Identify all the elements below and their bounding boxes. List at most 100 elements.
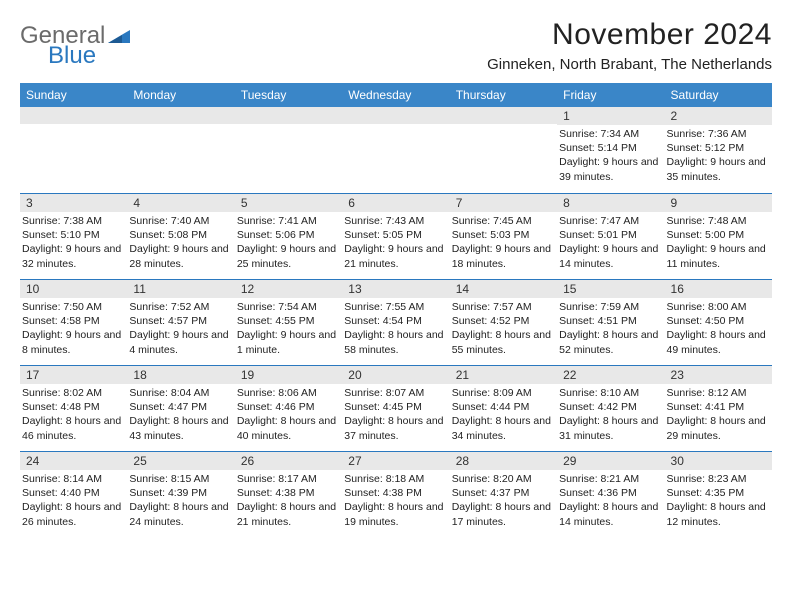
sunset-line: Sunset: 4:38 PM xyxy=(237,487,315,499)
daylight-line: Daylight: 8 hours and 26 minutes. xyxy=(22,501,121,527)
sunrise-line: Sunrise: 8:00 AM xyxy=(667,301,747,313)
sunrise-line: Sunrise: 8:10 AM xyxy=(559,387,639,399)
day-details: Sunrise: 8:17 AMSunset: 4:38 PMDaylight:… xyxy=(235,470,342,533)
day-details: Sunrise: 8:10 AM Sunset: 4:42 PM Daylight:… xyxy=(557,384,664,447)
calendar-table: SundayMondayTuesdayWednesdayThursdayFrid… xyxy=(20,83,772,537)
day-details: Sunrise: 7:47 AMSunset: 5:01 PMDaylight:… xyxy=(557,212,664,275)
day-details: Sunrise: 8:14 AMSunset: 4:40 PMDaylight:… xyxy=(20,470,127,533)
daylight-line: Daylight: 9 hours and 14 minutes. xyxy=(559,243,658,269)
day-cell xyxy=(127,107,234,193)
day-details: Sunrise: 7:41 AMSunset: 5:06 PMDaylight:… xyxy=(235,212,342,275)
day-cell: 23 Sunrise: 8:12 AM Sunset: 4:41 PM Dayligh… xyxy=(665,365,772,451)
day-number: 7 xyxy=(450,193,557,212)
day-number: 13 xyxy=(342,279,449,298)
sunset-line: Sunset: 4:46 PM xyxy=(237,401,315,413)
dow-sunday: Sunday xyxy=(20,83,127,107)
week-row: 1Sunrise: 7:34 AMSunset: 5:14 PMDaylight… xyxy=(20,107,772,193)
day-number: 23 xyxy=(665,365,772,384)
day-number: 5 xyxy=(235,193,342,212)
day-details: Sunrise: 7:34 AMSunset: 5:14 PMDaylight:… xyxy=(557,125,664,188)
day-details: Sunrise: 8:04 AMSunset: 4:47 PMDaylight:… xyxy=(127,384,234,447)
day-cell: 28Sunrise: 8:20 AMSunset: 4:37 PMDayligh… xyxy=(450,451,557,537)
daylight-line: Daylight: 9 hours and 25 minutes. xyxy=(237,243,336,269)
daylight-line: Daylight: 8 hours and 58 minutes. xyxy=(344,329,443,355)
sunrise-line: Sunrise: 7:43 AM xyxy=(344,215,424,227)
day-number: 22 xyxy=(557,365,664,384)
daylight-line: Daylight: 9 hours and 8 minutes. xyxy=(22,329,121,355)
day-cell: 17Sunrise: 8:02 AMSunset: 4:48 PMDayligh… xyxy=(20,365,127,451)
day-cell: 22 Sunrise: 8:10 AM Sunset: 4:42 PM Dayligh… xyxy=(557,365,664,451)
sunrise-line: Sunrise: 7:45 AM xyxy=(452,215,532,227)
sunrise-line: Sunrise: 8:21 AM xyxy=(559,473,639,485)
day-cell: 26Sunrise: 8:17 AMSunset: 4:38 PMDayligh… xyxy=(235,451,342,537)
sunset-line: Sunset: 4:57 PM xyxy=(129,315,207,327)
header: General Blue November 2024 Ginneken, Nor… xyxy=(20,18,772,73)
sunset-line: Sunset: 4:40 PM xyxy=(22,487,100,499)
day-cell: 14Sunrise: 7:57 AMSunset: 4:52 PMDayligh… xyxy=(450,279,557,365)
sunrise-line: Sunrise: 8:12 AM xyxy=(667,387,747,399)
daylight-line: Daylight: 9 hours and 11 minutes. xyxy=(667,243,766,269)
day-cell: 8Sunrise: 7:47 AMSunset: 5:01 PMDaylight… xyxy=(557,193,664,279)
sunset-line: Sunset: 5:08 PM xyxy=(129,229,207,241)
daylight-line: Daylight: 8 hours and 37 minutes. xyxy=(344,415,443,441)
day-details: Sunrise: 8:15 AMSunset: 4:39 PMDaylight:… xyxy=(127,470,234,533)
sunrise-line: Sunrise: 7:57 AM xyxy=(452,301,532,313)
sunrise-line: Sunrise: 7:41 AM xyxy=(237,215,317,227)
sunset-line: Sunset: 4:45 PM xyxy=(344,401,422,413)
day-cell: 15Sunrise: 7:59 AMSunset: 4:51 PMDayligh… xyxy=(557,279,664,365)
daylight-line: Daylight: 8 hours and 29 minutes. xyxy=(667,415,766,441)
sunrise-line: Sunrise: 8:18 AM xyxy=(344,473,424,485)
dow-thursday: Thursday xyxy=(450,83,557,107)
day-details: Sunrise: 8:20 AMSunset: 4:37 PMDaylight:… xyxy=(450,470,557,533)
daylight-line: Daylight: 9 hours and 35 minutes. xyxy=(667,156,766,182)
daylight-line: Daylight: 9 hours and 4 minutes. xyxy=(129,329,228,355)
daylight-line: Daylight: 9 hours and 32 minutes. xyxy=(22,243,121,269)
day-cell: 11Sunrise: 7:52 AMSunset: 4:57 PMDayligh… xyxy=(127,279,234,365)
daylight-line: Daylight: 9 hours and 21 minutes. xyxy=(344,243,443,269)
sunrise-line: Sunrise: 7:52 AM xyxy=(129,301,209,313)
day-cell: 2Sunrise: 7:36 AMSunset: 5:12 PMDaylight… xyxy=(665,107,772,193)
day-cell: 29Sunrise: 8:21 AMSunset: 4:36 PMDayligh… xyxy=(557,451,664,537)
sunrise-line: Sunrise: 8:23 AM xyxy=(667,473,747,485)
day-cell xyxy=(342,107,449,193)
day-details: Sunrise: 7:45 AMSunset: 5:03 PMDaylight:… xyxy=(450,212,557,275)
day-cell: 18Sunrise: 8:04 AMSunset: 4:47 PMDayligh… xyxy=(127,365,234,451)
day-number: 14 xyxy=(450,279,557,298)
daylight-line: Daylight: 8 hours and 52 minutes. xyxy=(559,329,658,355)
day-details: Sunrise: 8:06 AMSunset: 4:46 PMDaylight:… xyxy=(235,384,342,447)
day-details: Sunrise: 8:21 AMSunset: 4:36 PMDaylight:… xyxy=(557,470,664,533)
day-details: Sunrise: 7:43 AMSunset: 5:05 PMDaylight:… xyxy=(342,212,449,275)
day-number: 18 xyxy=(127,365,234,384)
day-number: 2 xyxy=(665,107,772,125)
logo-word2: Blue xyxy=(20,44,130,68)
sunset-line: Sunset: 4:55 PM xyxy=(237,315,315,327)
day-details: Sunrise: 7:57 AMSunset: 4:52 PMDaylight:… xyxy=(450,298,557,361)
day-number: 3 xyxy=(20,193,127,212)
sunrise-line: Sunrise: 7:40 AM xyxy=(129,215,209,227)
day-cell: 6Sunrise: 7:43 AMSunset: 5:05 PMDaylight… xyxy=(342,193,449,279)
day-cell: 10Sunrise: 7:50 AMSunset: 4:58 PMDayligh… xyxy=(20,279,127,365)
week-row: 24Sunrise: 8:14 AMSunset: 4:40 PMDayligh… xyxy=(20,451,772,537)
daylight-line: Daylight: 8 hours and 43 minutes. xyxy=(129,415,228,441)
dow-saturday: Saturday xyxy=(665,83,772,107)
day-number: 16 xyxy=(665,279,772,298)
sunset-line: Sunset: 5:00 PM xyxy=(667,229,745,241)
day-number: 15 xyxy=(557,279,664,298)
day-number: 4 xyxy=(127,193,234,212)
sunrise-line: Sunrise: 7:54 AM xyxy=(237,301,317,313)
sunset-line: Sunset: 5:10 PM xyxy=(22,229,100,241)
empty-day xyxy=(342,107,449,124)
daylight-line: Daylight: 8 hours and 24 minutes. xyxy=(129,501,228,527)
day-details: Sunrise: 7:50 AMSunset: 4:58 PMDaylight:… xyxy=(20,298,127,361)
daylight-line: Daylight: 9 hours and 39 minutes. xyxy=(559,156,658,182)
daylight-line: Daylight: 8 hours and 55 minutes. xyxy=(452,329,551,355)
day-cell: 7Sunrise: 7:45 AMSunset: 5:03 PMDaylight… xyxy=(450,193,557,279)
sunset-line: Sunset: 4:42 PM xyxy=(559,401,637,413)
daylight-line: Daylight: 8 hours and 31 minutes. xyxy=(559,415,658,441)
sunrise-line: Sunrise: 7:48 AM xyxy=(667,215,747,227)
day-cell xyxy=(450,107,557,193)
daylight-line: Daylight: 9 hours and 1 minute. xyxy=(237,329,336,355)
day-details: Sunrise: 7:48 AM Sunset: 5:00 PM Daylight:… xyxy=(665,212,772,275)
sunset-line: Sunset: 4:41 PM xyxy=(667,401,745,413)
day-details: Sunrise: 7:36 AMSunset: 5:12 PMDaylight:… xyxy=(665,125,772,188)
